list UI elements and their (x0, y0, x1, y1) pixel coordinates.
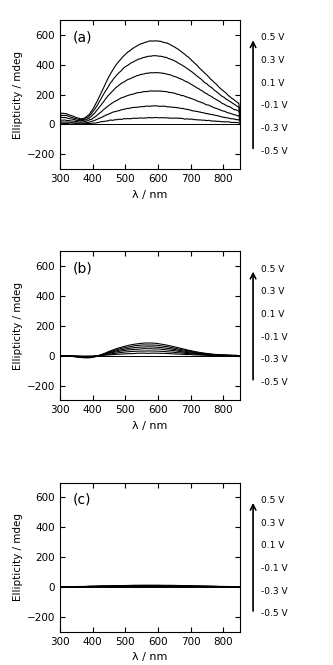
Text: 0.5 V: 0.5 V (261, 496, 285, 505)
Text: -0.3 V: -0.3 V (261, 124, 288, 133)
X-axis label: λ / nm: λ / nm (132, 652, 167, 662)
Text: 0.3 V: 0.3 V (261, 519, 285, 527)
Text: 0.3 V: 0.3 V (261, 56, 285, 65)
Y-axis label: Ellipticity / mdeg: Ellipticity / mdeg (13, 282, 23, 370)
Text: 0.1 V: 0.1 V (261, 310, 285, 319)
Text: -0.3 V: -0.3 V (261, 587, 288, 596)
Text: 0.3 V: 0.3 V (261, 287, 285, 297)
X-axis label: λ / nm: λ / nm (132, 421, 167, 431)
Text: -0.1 V: -0.1 V (261, 564, 288, 573)
Text: -0.5 V: -0.5 V (261, 147, 288, 156)
Text: 0.1 V: 0.1 V (261, 78, 285, 88)
Text: 0.1 V: 0.1 V (261, 541, 285, 551)
Text: 0.5 V: 0.5 V (261, 265, 285, 273)
Text: -0.1 V: -0.1 V (261, 332, 288, 342)
Y-axis label: Ellipticity / mdeg: Ellipticity / mdeg (13, 51, 23, 138)
Text: (a): (a) (73, 31, 92, 45)
Text: (c): (c) (73, 493, 91, 507)
X-axis label: λ / nm: λ / nm (132, 190, 167, 200)
Text: 0.5 V: 0.5 V (261, 33, 285, 43)
Text: -0.1 V: -0.1 V (261, 101, 288, 110)
Text: -0.5 V: -0.5 V (261, 609, 288, 618)
Text: -0.3 V: -0.3 V (261, 355, 288, 364)
Y-axis label: Ellipticity / mdeg: Ellipticity / mdeg (13, 513, 23, 601)
Text: -0.5 V: -0.5 V (261, 378, 288, 387)
Text: (b): (b) (73, 262, 92, 276)
